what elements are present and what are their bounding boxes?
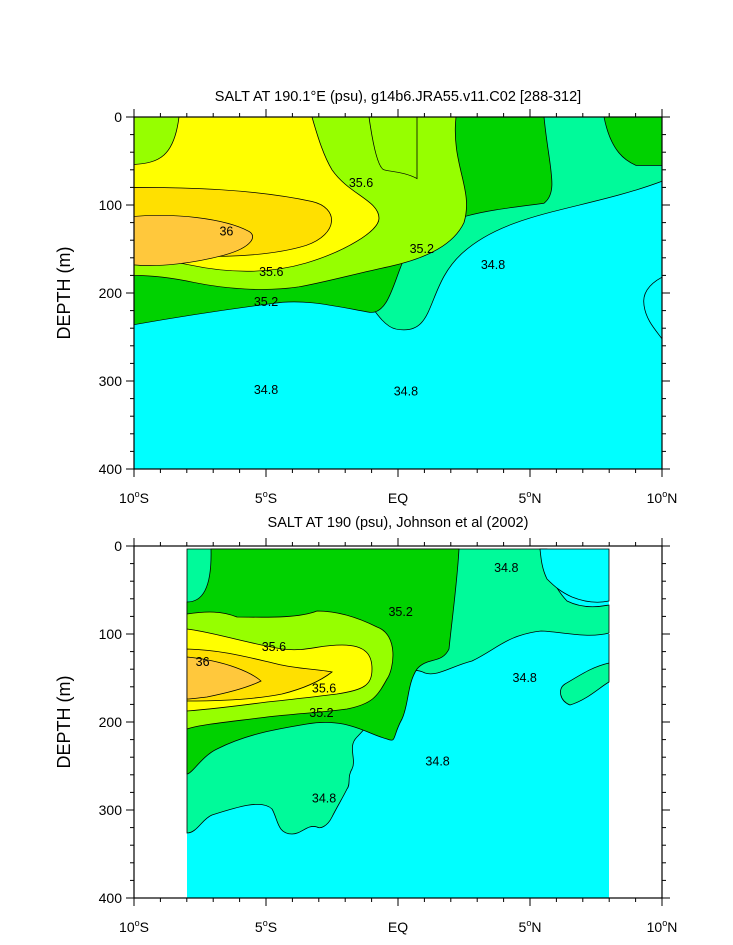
contour-label: 34.8	[254, 383, 278, 397]
contour-label: 35.6	[349, 176, 373, 190]
contour-label: 36	[196, 655, 210, 669]
contour-label: 35.6	[259, 265, 283, 279]
panel-2-region-36.0	[186, 656, 262, 700]
contour-label: 35.6	[312, 682, 336, 696]
contour-label: 34.8	[494, 561, 518, 575]
y-tick-label: 200	[99, 285, 123, 301]
contour-label: 35.2	[309, 706, 333, 720]
panel-2-region-35.0-right	[560, 634, 610, 706]
x-tick-label: 5oS	[255, 918, 277, 935]
contour-label: 35.2	[388, 605, 412, 619]
panel-1-region-34.8-right	[643, 276, 663, 340]
y-tick-label: 0	[114, 109, 122, 125]
contour-label: 34.8	[481, 258, 505, 272]
x-tick-label: EQ	[388, 490, 408, 506]
contour-label: 34.8	[394, 385, 418, 399]
contour-label: 35.2	[410, 242, 434, 256]
contour-label: 34.8	[425, 755, 449, 769]
y-tick-label: 300	[99, 802, 123, 818]
panel-2-region-34.8-topright	[539, 548, 610, 603]
panel-1-region-36.0	[133, 215, 253, 266]
x-tick-label: 10oS	[119, 918, 149, 935]
y-tick-label: 300	[99, 373, 123, 389]
x-tick-label: 10oS	[119, 489, 149, 506]
panel-1-contour-labels: 35.6 36 35.2 34.8 35.6 35.2 34.8 34.8	[219, 176, 505, 399]
x-tick-label: 10oN	[647, 489, 678, 506]
contour-label: 36	[219, 224, 233, 238]
x-tick-label: EQ	[388, 919, 408, 935]
panel-2-ylabel: DEPTH (m)	[54, 676, 74, 769]
panel-1-region-35.4-right	[319, 116, 418, 180]
panel-2-title: SALT AT 190 (psu), Johnson et al (2002)	[268, 515, 529, 531]
contour-label: 34.8	[312, 792, 336, 806]
y-tick-label: 100	[99, 197, 123, 213]
contour-label: 35.2	[254, 295, 278, 309]
y-tick-label: 200	[99, 714, 123, 730]
x-tick-label: 5oN	[519, 489, 542, 506]
panel-2-contours	[186, 548, 610, 898]
contour-label: 34.8	[513, 671, 537, 685]
x-tick-label: 10oN	[647, 918, 678, 935]
panel-2-contour-labels: 34.8 35.2 35.6 36 34.8 35.6 35.2 34.8 34.8	[196, 561, 537, 806]
y-tick-label: 0	[114, 538, 122, 554]
y-tick-label: 100	[99, 626, 123, 642]
x-tick-label: 5oS	[255, 489, 277, 506]
panel-2: SALT AT 190 (psu), Johnson et al (2002) …	[54, 515, 677, 935]
panel-1-title: SALT AT 190.1°E (psu), g14b6.JRA55.v11.C…	[215, 89, 581, 105]
y-tick-label: 400	[99, 461, 123, 477]
x-tick-label: 5oN	[519, 918, 542, 935]
y-tick-label: 400	[99, 890, 123, 906]
panel-1-ylabel: DEPTH (m)	[54, 247, 74, 340]
panel-1: SALT AT 190.1°E (psu), g14b6.JRA55.v11.C…	[54, 89, 677, 506]
panel-1-contours	[133, 116, 663, 340]
panel-1-axes: 10oS 5oS EQ 5oN 10oN 0 100 200 300 400	[99, 109, 678, 506]
panel-2-axes: 10oS 5oS EQ 5oN 10oN 0 100 200 300 400	[99, 538, 678, 935]
contour-label: 35.6	[262, 640, 286, 654]
